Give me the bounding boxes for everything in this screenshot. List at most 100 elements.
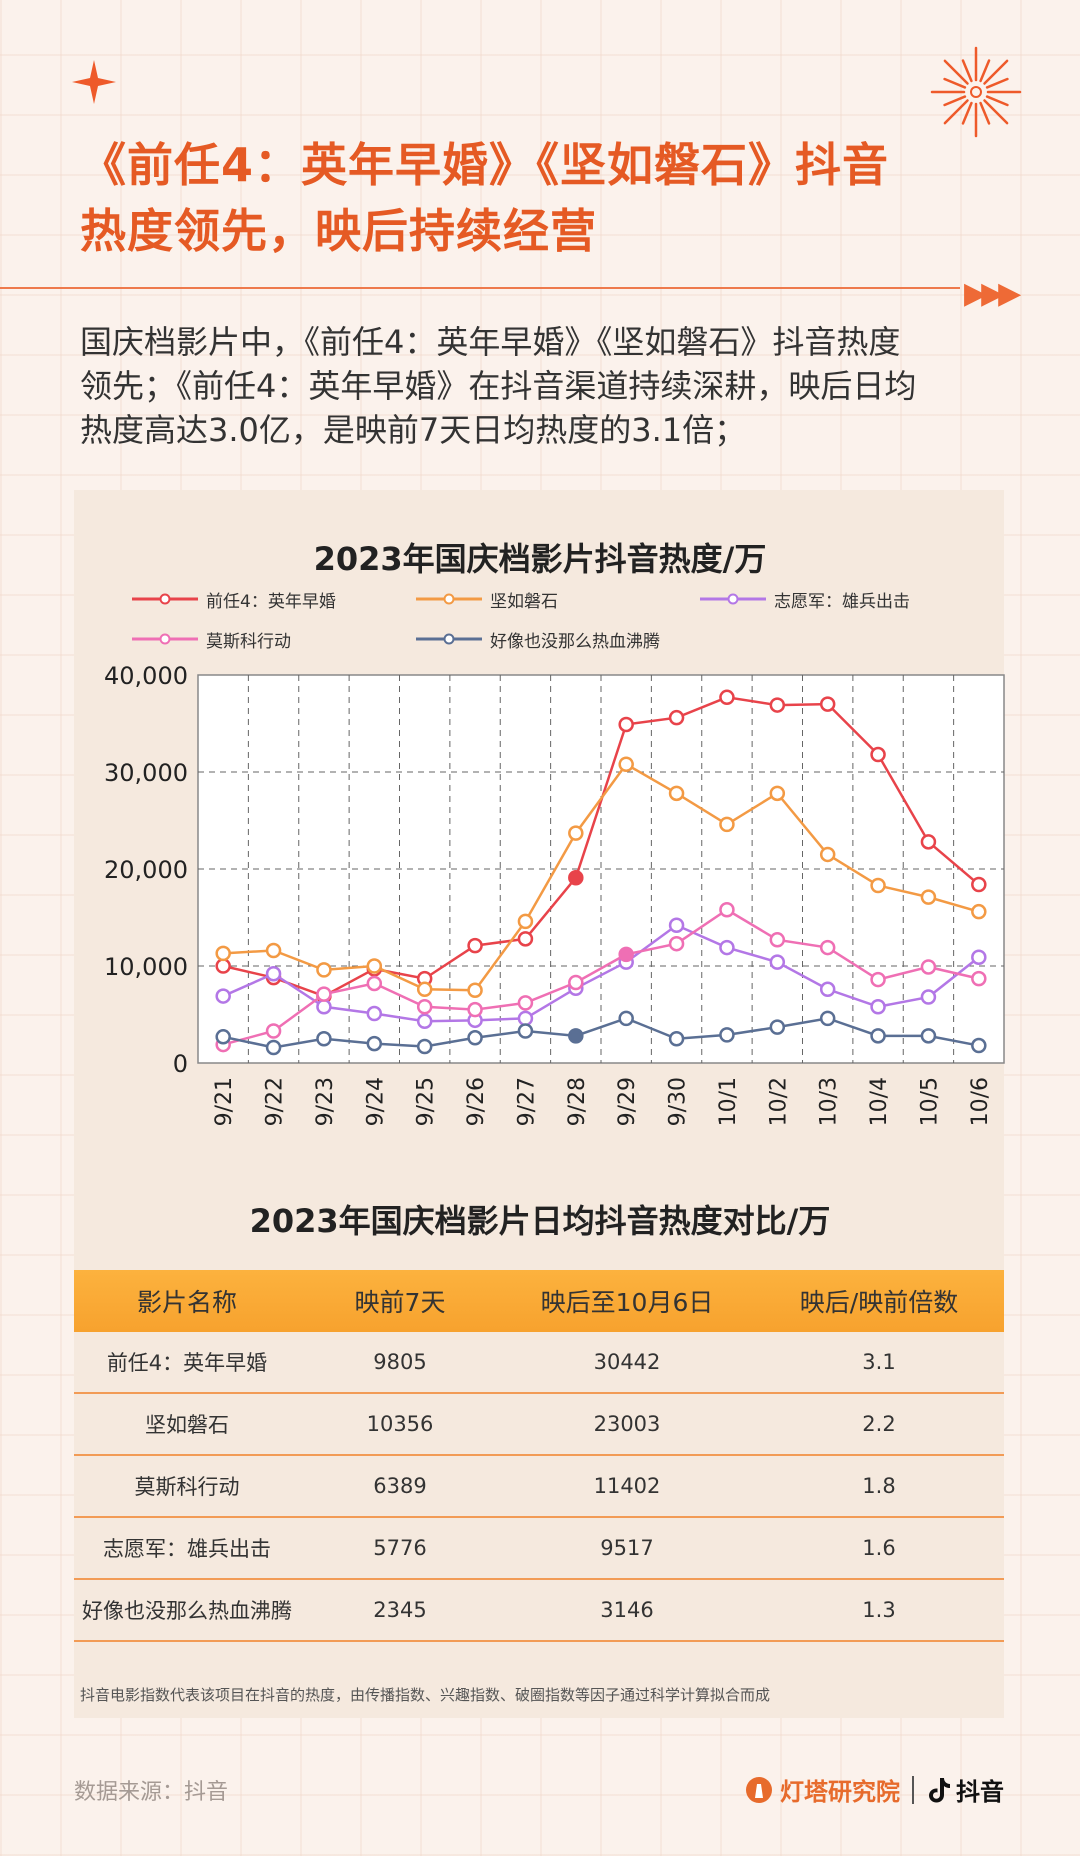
data-point (618, 946, 634, 963)
series-line-4 (222, 1017, 980, 1049)
data-point (517, 995, 534, 1011)
y-tick-label: 20,000 (104, 856, 188, 884)
data-point (517, 931, 534, 947)
data-point (920, 959, 937, 975)
x-tick-label: 9/21 (212, 1077, 237, 1126)
x-tick-label: 9/25 (414, 1077, 439, 1126)
data-point (719, 901, 735, 918)
data-point (416, 1038, 433, 1055)
data-point (467, 982, 483, 998)
chart-legend: 前任4：英年早婚 坚如磐石 志愿军：雄兵出击 莫斯科行动 好像也没那么热血沸腾 (0, 580, 1080, 670)
sparkle-star-icon (72, 60, 116, 104)
table-row: 好像也没那么热血沸腾 2345 3146 1.3 (74, 1580, 1004, 1642)
data-point (870, 746, 886, 763)
data-point (769, 1019, 786, 1035)
table-cell: 23003 (593, 1412, 661, 1436)
data-point (316, 962, 332, 978)
data-point (870, 998, 886, 1015)
data-point (971, 876, 987, 893)
table-row: 志愿军：雄兵出击 5776 9517 1.6 (74, 1518, 1004, 1580)
legend-item-series-1: 坚如磐石 (416, 588, 558, 612)
intro-text: 国庆档影片中，《前任4：英年早婚》《坚如磐石》抖音热度 领先；《前任4：英年早婚… (80, 323, 917, 449)
series-line-2 (222, 923, 980, 1023)
legend-item-series-4: 好像也没那么热血沸腾 (416, 628, 660, 652)
y-tick-label: 0 (173, 1050, 188, 1078)
data-point (870, 971, 886, 988)
data-point (416, 981, 433, 998)
data-point (668, 1031, 685, 1047)
table-cell: 前任4：英年早婚 (106, 1351, 268, 1375)
table-cell: 3.1 (862, 1350, 896, 1374)
legend-line-icon (132, 593, 198, 605)
header-cell: 映后至10月6日 (540, 1288, 714, 1317)
data-point (769, 697, 786, 713)
data-point (819, 846, 836, 863)
data-point (971, 970, 987, 987)
brand-douyin-name: 抖音 (956, 1778, 1004, 1806)
table-cell: 志愿军：雄兵出击 (103, 1537, 271, 1561)
data-point (265, 942, 282, 959)
data-point (920, 889, 937, 905)
title-divider (0, 287, 960, 289)
brand-lighthouse-name: 灯塔研究院 (780, 1778, 900, 1806)
chart-title: 2023年国庆档影片抖音热度/万 (313, 540, 767, 578)
data-point (769, 954, 786, 970)
data-point (819, 981, 836, 998)
data-point (668, 917, 685, 934)
douyin-logo-icon (929, 1777, 950, 1802)
footnote: 抖音电影指数代表该项目在抖音的热度，由传播指数、兴趣指数、破圈指数等因子通过科学… (80, 1686, 771, 1704)
table-cell: 10356 (366, 1412, 434, 1436)
header-cell: 影片名称 (136, 1288, 237, 1317)
data-point (366, 975, 383, 992)
header-cell: 映前7天 (354, 1288, 446, 1317)
y-tick-label: 10,000 (104, 953, 188, 981)
data-point (467, 937, 483, 954)
line-chart: 0 10,000 20,000 30,000 40,000 9/21 9/22 9/23 9/2… (104, 662, 1005, 1126)
data-point (316, 986, 332, 1002)
comparison-table: 影片名称 映前7天 映后至10月6日 映后/映前倍数 前任4：英年早婚 9805… (74, 1270, 1004, 1642)
table-cell: 好像也没那么热血沸腾 (82, 1599, 292, 1623)
data-point (467, 1030, 483, 1046)
data-point (618, 756, 634, 772)
data-point (618, 1010, 634, 1027)
data-point (920, 834, 937, 850)
table-cell: 9517 (600, 1536, 654, 1560)
table-cell: 2.2 (862, 1412, 896, 1436)
data-point (870, 877, 886, 894)
legend-line-icon (132, 633, 198, 645)
series-line-0 (222, 696, 980, 998)
table-cell: 5776 (373, 1536, 427, 1560)
x-tick-label: 9/29 (615, 1077, 640, 1126)
page-title: 《前任4：英年早婚》《坚如磐石》抖音 热度领先，映后持续经营 (80, 138, 890, 258)
table-cell: 莫斯科行动 (134, 1475, 240, 1499)
data-point (971, 1037, 987, 1054)
lighthouse-logo-icon (746, 1776, 772, 1803)
data-point (668, 709, 685, 726)
data-point (366, 958, 383, 974)
x-tick-label: 10/1 (716, 1077, 741, 1126)
x-tick-label: 9/24 (363, 1077, 388, 1126)
data-point (769, 785, 786, 802)
x-tick-label: 10/5 (917, 1077, 942, 1126)
data-point (719, 1027, 735, 1043)
legend-item-series-0: 前任4：英年早婚 (132, 588, 336, 612)
data-point (416, 1013, 433, 1030)
table-header-row: 影片名称 映前7天 映后至10月6日 映后/映前倍数 (74, 1270, 1004, 1332)
legend-line-icon (700, 593, 766, 605)
data-point (517, 1023, 534, 1039)
table-cell: 30442 (593, 1350, 661, 1374)
table-cell: 3146 (600, 1598, 654, 1622)
table-row: 莫斯科行动 6389 11402 1.8 (74, 1456, 1004, 1518)
data-point (215, 1029, 231, 1045)
data-point (316, 998, 332, 1015)
table-row: 前任4：英年早婚 9805 30442 3.1 (74, 1332, 1004, 1394)
data-point (215, 958, 231, 974)
arrow-right-icons: ▶▶▶ (964, 276, 1021, 311)
header-cell: 映后/映前倍数 (799, 1288, 959, 1317)
data-point (719, 939, 735, 956)
table-cell: 坚如磐石 (145, 1413, 229, 1437)
y-tick-label: 40,000 (104, 662, 188, 690)
y-tick-label: 30,000 (104, 759, 188, 787)
data-point (265, 1023, 282, 1039)
table-cell: 2345 (373, 1598, 427, 1622)
